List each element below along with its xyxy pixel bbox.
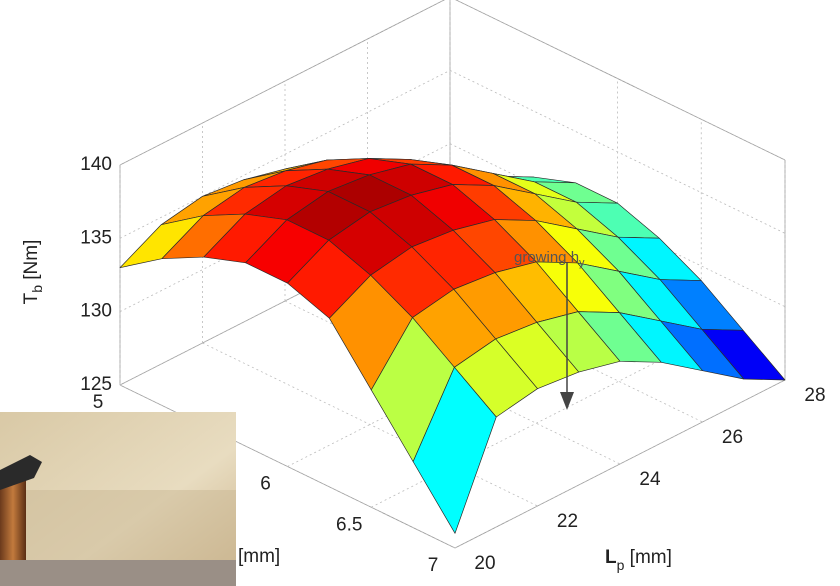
annotation: growing hy <box>514 249 585 410</box>
box-edge <box>455 0 786 161</box>
annotation-main: growing h <box>514 249 579 266</box>
grid-line <box>119 0 445 166</box>
z-tick-label: 140 <box>80 154 112 175</box>
y-tick-label: 24 <box>639 469 661 490</box>
z-tick-label: 130 <box>80 301 112 322</box>
photo-clamp <box>0 455 42 490</box>
z-label-unit: [Nm] <box>21 240 42 285</box>
photo-base <box>0 560 236 586</box>
photo <box>0 412 236 586</box>
x-tick-label: 6 <box>260 474 271 495</box>
annotation-sub: y <box>579 257 585 269</box>
y-axis-label: Lp [mm] <box>605 547 672 573</box>
y-tick-label: 20 <box>474 553 495 574</box>
grid-line <box>202 342 538 507</box>
z-label-sub: b <box>29 285 45 293</box>
y-tick-label: 22 <box>557 511 578 532</box>
x-tick-label: 7 <box>428 555 439 576</box>
grid-line <box>455 0 786 161</box>
y-label-sub: p <box>617 557 625 573</box>
annotation-arrowhead <box>560 392 574 410</box>
y-label-text: L <box>605 547 617 568</box>
x-axis-label: [mm] <box>238 546 280 567</box>
x-tick-label: 5 <box>93 392 104 413</box>
grid-line <box>119 384 456 549</box>
x-tick-label: 6.5 <box>336 514 362 535</box>
z-tick-label: 125 <box>80 374 112 395</box>
z-axis-label: Tb [Nm] <box>21 240 45 305</box>
y-tick-label: 26 <box>722 427 743 448</box>
surface-patch <box>412 366 497 534</box>
grid-line <box>454 379 786 549</box>
grid-line <box>449 69 786 234</box>
grid-line <box>119 69 451 239</box>
z-label-text: T <box>21 292 42 304</box>
y-label-unit: [mm] <box>624 547 672 568</box>
y-tick-label: 28 <box>804 385 825 406</box>
labels: Tb [Nm] Lp [mm] [mm] 125 130 135 140 5 6 6.5 7 2… <box>21 154 826 576</box>
annotation-text: growing hy <box>514 249 585 269</box>
surface <box>119 158 786 534</box>
z-tick-label: 135 <box>80 227 112 248</box>
grid-line <box>119 216 451 386</box>
